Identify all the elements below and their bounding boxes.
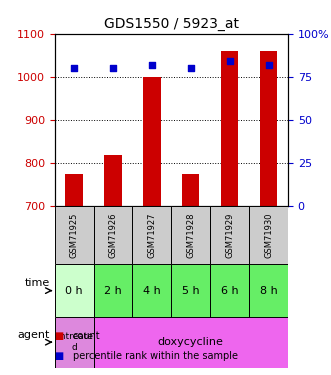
Text: 4 h: 4 h xyxy=(143,286,161,296)
FancyBboxPatch shape xyxy=(55,206,93,264)
FancyBboxPatch shape xyxy=(249,206,288,264)
Text: GSM71930: GSM71930 xyxy=(264,213,273,258)
Point xyxy=(71,65,77,71)
Point xyxy=(110,65,116,71)
Bar xyxy=(182,174,200,206)
Point xyxy=(149,62,155,68)
Text: GSM71926: GSM71926 xyxy=(109,213,118,258)
Text: 2 h: 2 h xyxy=(104,286,122,296)
Text: ■: ■ xyxy=(55,331,64,341)
FancyBboxPatch shape xyxy=(132,206,171,264)
FancyBboxPatch shape xyxy=(93,317,288,368)
FancyBboxPatch shape xyxy=(132,264,171,317)
Bar xyxy=(65,174,83,206)
Text: 5 h: 5 h xyxy=(182,286,200,296)
FancyBboxPatch shape xyxy=(93,264,132,317)
Text: 8 h: 8 h xyxy=(260,286,277,296)
Text: GSM71927: GSM71927 xyxy=(147,213,156,258)
Bar xyxy=(221,51,238,206)
FancyBboxPatch shape xyxy=(171,206,210,264)
Text: percentile rank within the sample: percentile rank within the sample xyxy=(73,351,238,361)
FancyBboxPatch shape xyxy=(171,264,210,317)
Bar xyxy=(260,51,277,206)
Bar xyxy=(143,77,161,206)
Text: 0 h: 0 h xyxy=(65,286,83,296)
Text: untreate
d: untreate d xyxy=(55,333,94,352)
Text: time: time xyxy=(25,278,50,288)
FancyBboxPatch shape xyxy=(55,317,93,368)
Text: GSM71925: GSM71925 xyxy=(70,213,78,258)
FancyBboxPatch shape xyxy=(55,264,93,317)
Point xyxy=(266,62,271,68)
Text: count: count xyxy=(73,331,100,341)
Bar xyxy=(104,154,122,206)
Text: ■: ■ xyxy=(55,351,64,361)
Point xyxy=(227,58,232,64)
FancyBboxPatch shape xyxy=(249,264,288,317)
FancyBboxPatch shape xyxy=(93,206,132,264)
Title: GDS1550 / 5923_at: GDS1550 / 5923_at xyxy=(104,17,239,32)
FancyBboxPatch shape xyxy=(210,206,249,264)
Text: doxycycline: doxycycline xyxy=(158,337,224,347)
Text: agent: agent xyxy=(18,330,50,340)
Text: GSM71929: GSM71929 xyxy=(225,213,234,258)
Text: GSM71928: GSM71928 xyxy=(186,213,195,258)
FancyBboxPatch shape xyxy=(210,264,249,317)
Text: 6 h: 6 h xyxy=(221,286,238,296)
Point xyxy=(188,65,193,71)
